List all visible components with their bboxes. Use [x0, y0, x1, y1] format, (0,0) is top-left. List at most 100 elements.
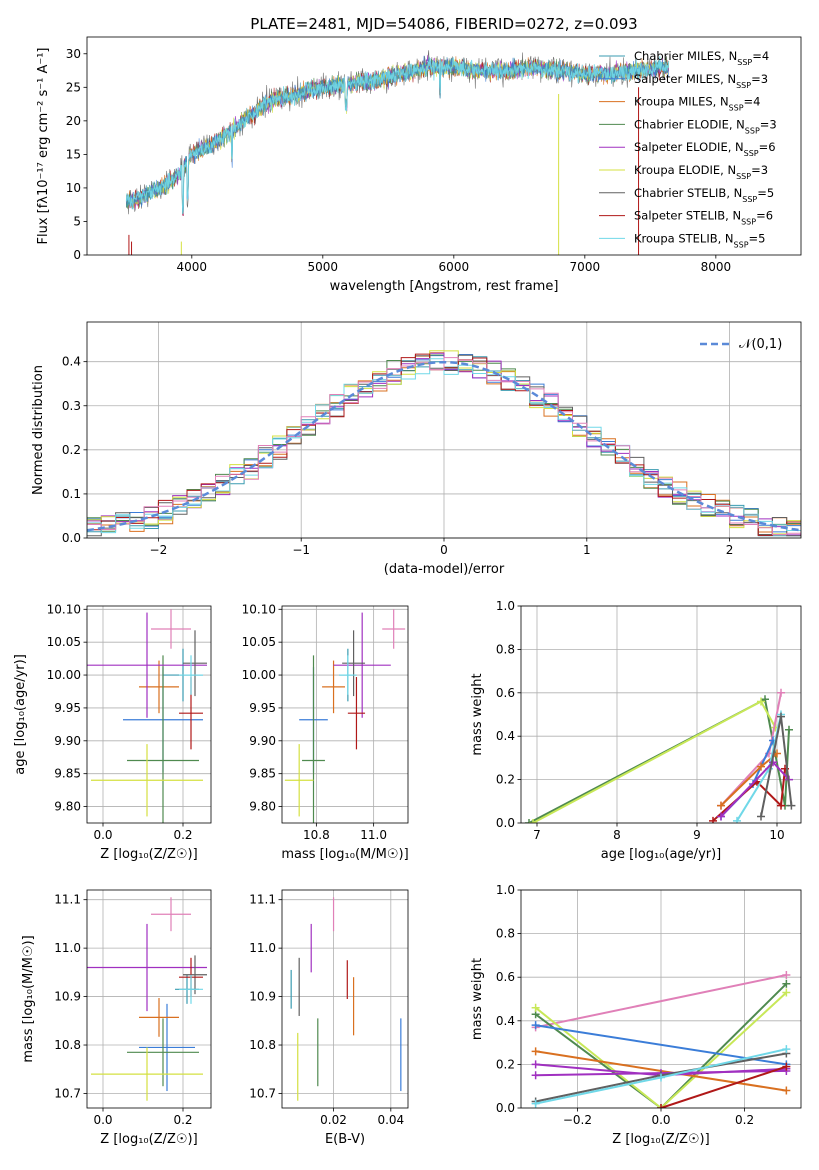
- legend-entry: Kroupa ELODIE, NSSP=3: [634, 163, 768, 181]
- errorbar-point: [179, 974, 203, 1004]
- y-tick-label: 0.2: [496, 773, 515, 787]
- mass-weight-marker: [531, 1060, 540, 1069]
- mass-vs-EBV-panel: 0.02 0.04 10.7 10.8 10.9 11.0 11.1 E(B-V): [249, 889, 409, 1147]
- x-tick-label: 10.8: [303, 828, 330, 842]
- histogram-step: [87, 357, 801, 536]
- axes-frame: [86, 605, 212, 824]
- legend-subscript: SSP: [729, 103, 744, 112]
- mass-weight-marker: [757, 812, 765, 821]
- errorbar-point: [87, 612, 207, 718]
- y-tick-label: 15: [66, 147, 81, 161]
- plot-area: [125, 50, 670, 255]
- x-tick-label: 0.0: [93, 1113, 112, 1127]
- y-tick-label: 0.2: [62, 443, 81, 457]
- x-axis-label: E(B-V): [325, 1132, 365, 1147]
- y-axis-label: mass weight: [470, 958, 485, 1040]
- y-tick-label: 0.4: [496, 1014, 515, 1028]
- y-tick-label: 9.90: [54, 734, 81, 748]
- legend-subscript: SSP: [744, 149, 759, 158]
- y-tick-label: 0.8: [496, 642, 515, 656]
- mass-weight-marker: [529, 819, 537, 823]
- x-tick-label: −2: [150, 543, 168, 557]
- legend-subscript: SSP: [745, 126, 760, 135]
- x-tick-label: 11.0: [360, 828, 387, 842]
- errorbar-point: [127, 1018, 199, 1087]
- errorbar-point: [87, 923, 207, 1012]
- y-tick-label: 10.9: [54, 990, 81, 1004]
- y-tick-label: 30: [66, 47, 81, 61]
- axes-frame: [520, 605, 802, 824]
- y-tick-label: 9.85: [249, 767, 276, 781]
- errorbar-point: [139, 660, 179, 714]
- y-tick-label: 10.05: [242, 635, 276, 649]
- mass-weight-marker: [531, 1071, 540, 1080]
- errorbar-point: [151, 897, 191, 932]
- x-tick-label: 0: [440, 543, 448, 557]
- plot-area: [87, 897, 207, 1101]
- y-tick-label: 10.00: [242, 668, 276, 682]
- legend-subscript: SSP: [741, 217, 756, 226]
- mass-weight-marker: [785, 725, 793, 734]
- x-axis-label: Z [log₁₀(Z/Z☉)]: [612, 1132, 709, 1147]
- mass-weight-marker: [782, 988, 791, 997]
- spectrum-panel: 4000 5000 6000 7000 8000 0 5 10 15 20 25 30 waveleng…: [36, 36, 802, 294]
- axes-frame: [86, 889, 212, 1109]
- x-axis-label: mass [log₁₀(M/M☉)]: [281, 847, 408, 862]
- y-tick-label: 10.8: [54, 1038, 81, 1052]
- y-tick-label: 10.00: [47, 668, 81, 682]
- y-tick-label: 0.6: [496, 970, 515, 984]
- plot-area: [290, 897, 402, 1101]
- y-tick-label: 10.10: [242, 602, 276, 616]
- x-tick-label: 7000: [570, 260, 601, 274]
- errorbar-point: [151, 609, 191, 649]
- x-tick-label: 8000: [701, 260, 732, 274]
- legend-entry: Chabrier ELODIE, NSSP=3: [634, 117, 777, 135]
- age-vs-mass-panel: 10.8 11.0 9.80 9.85 9.90 9.95 10.00 10.05 10.10 m…: [242, 602, 409, 862]
- y-tick-label: 0.3: [62, 399, 81, 413]
- mass-weight-line: [535, 974, 787, 1029]
- errorbar-point: [284, 744, 314, 817]
- mass-weight-marker: [709, 816, 717, 823]
- x-tick-label: 0.04: [377, 1113, 404, 1127]
- errorbar-point: [333, 612, 391, 718]
- x-axis-label: Z [log₁₀(Z/Z☉)]: [100, 847, 197, 862]
- mass-weight-marker: [782, 1062, 791, 1071]
- age-vs-Z-panel: 0.0 0.2 9.80 9.85 9.90 9.95 10.00 10.05 10.10 Z […: [13, 602, 212, 862]
- mass-weight-marker: [757, 762, 765, 771]
- legend-subscript: SSP: [734, 240, 749, 249]
- legend-subscript: SSP: [742, 194, 757, 203]
- mass-weight-marker: [777, 712, 785, 721]
- mass-vs-Z-panel: 0.0 0.2 10.7 10.8 10.9 11.0 11.1 Z [log₁₀(Z/Z☉)…: [21, 889, 212, 1147]
- x-tick-label: 0.2: [173, 1113, 192, 1127]
- y-axis-label: Normed distribution: [31, 365, 46, 495]
- legend-entry: Salpeter STELIB, NSSP=6: [634, 209, 773, 227]
- y-tick-label: 9.95: [54, 701, 81, 715]
- residual-histogram-panel: −2 −1 0 1 2 0.0 0.1 0.2 0.3 0.4 (data-model)/error…: [31, 321, 802, 577]
- y-axis-label: mass [log₁₀(M/M☉)]: [21, 935, 36, 1062]
- y-tick-label: 25: [66, 80, 81, 94]
- errorbar-point: [139, 1003, 195, 1092]
- errorbar-point: [342, 630, 366, 697]
- y-tick-label: 10: [66, 181, 81, 195]
- legend-entry: Kroupa STELIB, NSSP=5: [634, 231, 765, 249]
- mass-weight-marker: [782, 1086, 791, 1095]
- x-tick-label: 1: [583, 543, 591, 557]
- errorbar-point: [382, 609, 406, 649]
- legend-entry: Chabrier STELIB, NSSP=5: [634, 186, 774, 204]
- y-axis-label: age [log₁₀(age/yr)]: [13, 654, 28, 775]
- mass-weight-line: [534, 991, 788, 1108]
- x-tick-label: 0.02: [320, 1113, 347, 1127]
- mass-weight-marker: [531, 1003, 540, 1012]
- legend: Chabrier MILES, NSSP=4 Salpeter MILES, NS…: [599, 49, 777, 249]
- axes-frame: [86, 36, 802, 256]
- mass-weight-marker: [531, 1021, 540, 1030]
- errorbar-point: [127, 655, 199, 823]
- mass-weight-marker: [531, 1047, 540, 1056]
- mass-weight-marker: [733, 816, 741, 823]
- mass-weight-marker: [717, 812, 725, 821]
- errorbar-point: [347, 677, 366, 750]
- errorbar-point: [183, 630, 207, 697]
- y-tick-label: 5: [73, 214, 81, 228]
- errorbar-point: [302, 655, 325, 823]
